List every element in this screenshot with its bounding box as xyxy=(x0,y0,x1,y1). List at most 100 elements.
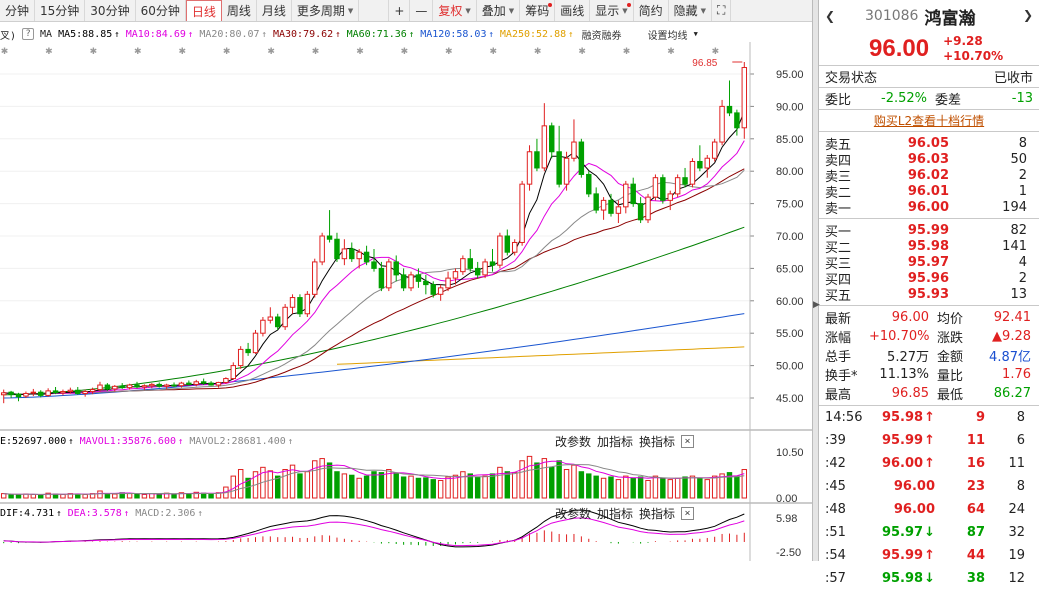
zoom-out-button[interactable]: — xyxy=(410,0,434,21)
tick-list[interactable]: 14:56 95.98↑ 9 8:39 95.99↑ 11 6:42 96.00↑ 16 11:4… xyxy=(819,406,1039,590)
volume-bar xyxy=(608,476,614,499)
fuquan-button[interactable]: 复权 ▼ xyxy=(433,0,477,21)
overlay-button-label: 叠加 xyxy=(481,4,506,18)
candle-body xyxy=(489,261,496,266)
volume-bar xyxy=(415,477,422,499)
tick-volume: 9 xyxy=(975,410,985,425)
switch-indicator-button[interactable]: 换指标 xyxy=(638,506,675,521)
volume-bar xyxy=(38,494,44,499)
add-indicator-button[interactable]: 加指标 xyxy=(596,506,633,521)
change-params-button[interactable]: 改参数 xyxy=(554,506,591,521)
switch-indicator-button[interactable]: 换指标 xyxy=(638,434,675,449)
tick-price-value: 95.98 xyxy=(881,571,924,586)
bids-label: 买二 xyxy=(825,240,852,256)
volume-bar xyxy=(112,493,118,499)
display-button[interactable]: 显示 ▼ xyxy=(590,0,634,21)
asks-label: 卖二 xyxy=(825,185,852,201)
period-tab-2[interactable]: 30分钟 xyxy=(85,0,136,21)
add-indicator-button[interactable]: 加指标 xyxy=(596,434,633,449)
period-tab-4[interactable]: 日线 xyxy=(185,0,222,21)
candle-body xyxy=(275,316,281,328)
notification-dot-icon xyxy=(626,3,631,7)
period-tab-1[interactable]: 15分钟 xyxy=(35,0,86,21)
asks-row[interactable]: 卖四 96.03 50 xyxy=(819,151,1039,169)
bids-row[interactable]: 买五 95.93 13 xyxy=(819,286,1039,304)
candle-body xyxy=(215,381,222,386)
panel-divider[interactable]: ▶ xyxy=(812,0,820,561)
volume-bar xyxy=(697,477,703,499)
prev-stock-icon[interactable]: ❮ xyxy=(825,9,836,23)
bids-row[interactable]: 买四 95.96 2 xyxy=(819,270,1039,288)
macd-legend-text: MACD:2.306 xyxy=(135,507,196,519)
simple-button[interactable]: 简约 xyxy=(634,0,669,21)
candle-body xyxy=(526,151,533,185)
asks-row[interactable]: 卖二 96.01 1 xyxy=(819,183,1039,201)
up-arrow-icon: ↑ xyxy=(68,436,74,447)
change-params-button[interactable]: 改参数 xyxy=(554,434,591,449)
stats-row: 最新 96.00 均价 92.41 xyxy=(819,308,1039,327)
volume-bar xyxy=(578,471,585,499)
asks-row[interactable]: 卖三 96.02 2 xyxy=(819,167,1039,185)
tick-row: 14:56 95.98↑ 9 8 xyxy=(819,406,1039,429)
chips-button[interactable]: 筹码 xyxy=(520,0,556,21)
period-tab-5[interactable]: 周线 xyxy=(222,0,257,21)
bids-row[interactable]: 买三 95.97 4 xyxy=(819,254,1039,272)
price-tick-label: 90.00 xyxy=(776,101,804,113)
tick-volume: 38 xyxy=(966,571,985,586)
star-icon: ✱ xyxy=(712,47,720,57)
chevron-down-icon[interactable]: ▼ xyxy=(693,30,698,38)
kline-chart[interactable]: 95.00 90.00 85.00 80.00 75.00 70.00 65.00 60.00… xyxy=(0,42,812,561)
tick-price: 96.00↑ xyxy=(879,456,935,471)
close-icon[interactable]: × xyxy=(681,506,694,520)
help-icon[interactable]: ? xyxy=(22,28,35,40)
bids-price: 95.93 xyxy=(907,286,949,302)
zoom-in-button[interactable]: + xyxy=(389,0,411,21)
star-icon: ✱ xyxy=(312,47,320,57)
volume-bar xyxy=(134,493,140,499)
candle-body xyxy=(104,384,111,390)
hide-button[interactable]: 隐藏 ▼ xyxy=(669,0,713,21)
close-icon[interactable]: × xyxy=(681,434,694,448)
collapse-arrow-icon[interactable]: ▶ xyxy=(813,300,820,310)
candle-body xyxy=(245,348,251,354)
candle-body xyxy=(660,177,666,201)
price-tick-label: 50.00 xyxy=(776,361,804,373)
asks-row[interactable]: 卖一 96.00 194 xyxy=(819,199,1039,217)
bids-label: 买三 xyxy=(825,256,852,272)
up-arrow-icon: ↑ xyxy=(56,508,62,519)
volume-bar xyxy=(519,460,525,499)
up-arrow-icon: ↑ xyxy=(568,29,574,40)
tick-time: :51 xyxy=(825,525,846,540)
star-icon: ✱ xyxy=(45,47,53,57)
tick-price: 95.99↑ xyxy=(879,433,935,448)
macd-legend-item: DEA:3.578 ↑ xyxy=(68,508,130,519)
ma-legend-text: MA10:84.69 xyxy=(125,28,186,40)
ma-settings-button[interactable]: 设置均线 xyxy=(647,30,688,42)
bids-volume: 2 xyxy=(1018,270,1027,286)
period-tab-7[interactable]: 更多周期 ▼ xyxy=(292,0,360,21)
asks-price: 96.05 xyxy=(907,135,949,151)
asks-row[interactable]: 卖五 96.05 8 xyxy=(819,135,1039,153)
ma-items: MA5:88.85 ↑ MA10:84.69 ↑ MA20:80.07 ↑ MA30:79.… xyxy=(58,29,573,40)
volume-bar xyxy=(82,493,88,499)
candle-body xyxy=(52,390,59,394)
bids-label: 买五 xyxy=(825,288,852,304)
draw-button[interactable]: 画线 xyxy=(555,0,591,21)
asks-volume: 8 xyxy=(1018,135,1027,151)
ma-legend-item: MA20:80.07 ↑ xyxy=(199,29,267,40)
period-tab-label: 15分钟 xyxy=(40,4,80,18)
candle-body xyxy=(289,297,296,308)
volume-bar xyxy=(208,493,214,499)
period-tab-6[interactable]: 月线 xyxy=(257,0,292,21)
next-stock-icon[interactable]: ❯ xyxy=(1022,8,1033,22)
candle-body xyxy=(452,271,459,279)
overlay-button[interactable]: 叠加 ▼ xyxy=(477,0,521,21)
rzrq-button[interactable]: 融资融券 xyxy=(581,30,622,42)
buy-l2-link[interactable]: 购买L2查看十档行情 xyxy=(819,110,1039,132)
period-tab-3[interactable]: 60分钟 xyxy=(136,0,186,21)
bids-row[interactable]: 买二 95.98 141 xyxy=(819,238,1039,256)
period-tab-0[interactable]: 分钟 xyxy=(0,0,36,21)
volume-bar xyxy=(156,493,162,499)
fullscreen-icon[interactable]: ⛶ xyxy=(712,0,732,21)
bids-row[interactable]: 买一 95.99 82 xyxy=(819,222,1039,240)
